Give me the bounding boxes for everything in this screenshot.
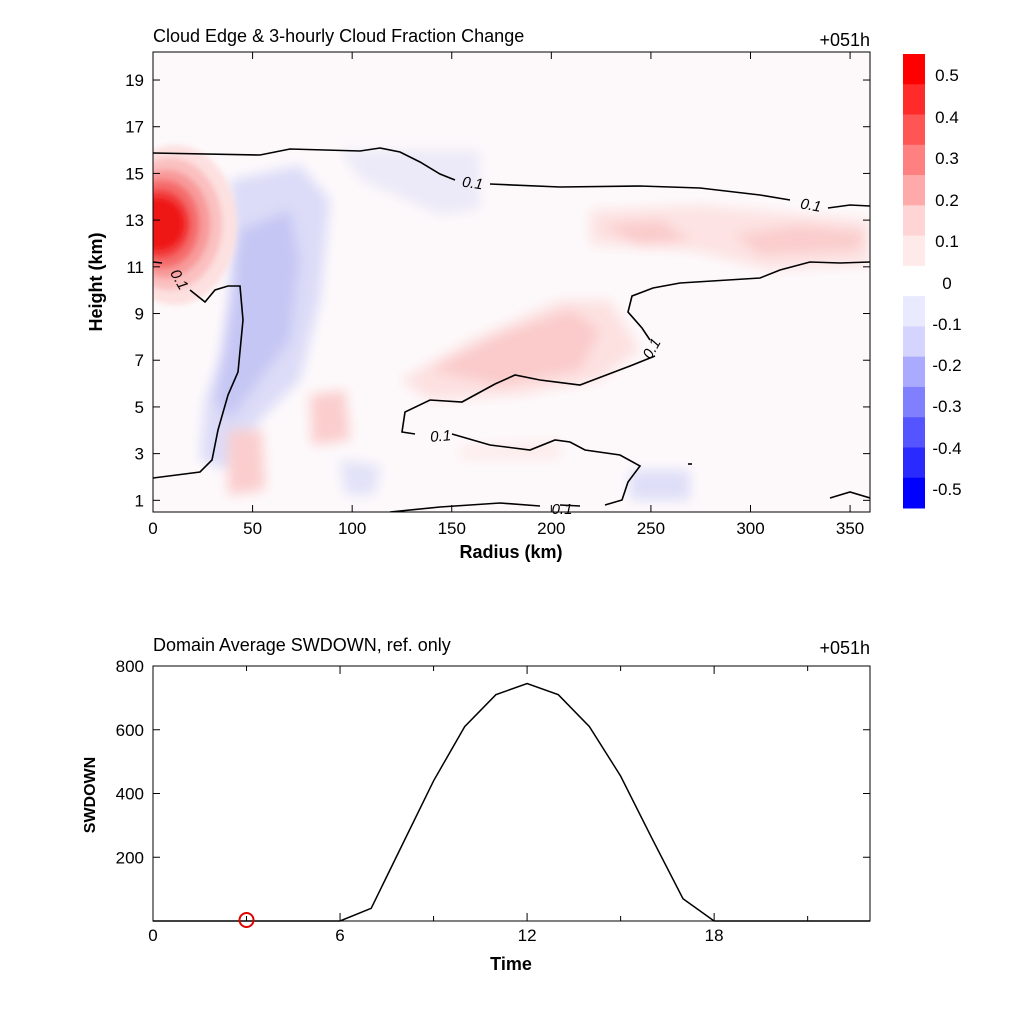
contour-line bbox=[153, 285, 244, 479]
colorbar-label: -0.3 bbox=[932, 397, 961, 416]
time-label: +051h bbox=[819, 638, 870, 658]
colorbar-swatch bbox=[903, 296, 925, 327]
y-tick-label: 17 bbox=[125, 118, 144, 137]
x-tick-label: 0 bbox=[148, 926, 157, 945]
y-tick-label: 9 bbox=[135, 305, 144, 324]
y-tick-label: 15 bbox=[125, 164, 144, 183]
x-tick-label: 18 bbox=[705, 926, 724, 945]
colorbar-label: 0.2 bbox=[935, 191, 959, 210]
y-tick-label: 3 bbox=[135, 445, 144, 464]
x-tick-label: 350 bbox=[836, 519, 864, 538]
colorbar-label: 0.3 bbox=[935, 149, 959, 168]
contour-line bbox=[489, 183, 791, 201]
y-tick-label: 200 bbox=[116, 848, 144, 867]
colorbar-swatch bbox=[903, 417, 925, 448]
colorbar-swatch bbox=[903, 386, 925, 418]
plot-frame bbox=[152, 51, 871, 513]
contour-line bbox=[829, 491, 870, 499]
data-series bbox=[153, 682, 870, 928]
colorbar-swatch bbox=[903, 235, 925, 267]
colorbar-label: -0.2 bbox=[932, 356, 961, 375]
contour-label: 0.1 bbox=[552, 501, 573, 518]
colorbar-label: 0.1 bbox=[935, 232, 959, 251]
colorbar-swatch bbox=[903, 114, 925, 146]
colorbar-swatch bbox=[903, 265, 925, 297]
x-axis-label: Radius (km) bbox=[459, 542, 562, 562]
colorbar-label: 0.4 bbox=[935, 108, 959, 127]
x-tick-label: 12 bbox=[518, 926, 537, 945]
y-axis-label: SWDOWN bbox=[82, 757, 99, 833]
colorbar-swatch bbox=[903, 54, 925, 85]
x-tick-label: 250 bbox=[637, 519, 665, 538]
cloud-fraction-field bbox=[153, 52, 870, 512]
contour-line bbox=[153, 261, 163, 264]
chart-title: Domain Average SWDOWN, ref. only bbox=[153, 635, 451, 655]
colorbar-label: -0.1 bbox=[932, 315, 961, 334]
colorbar: 0.5 0.4 0.3 0.2 0.1 0 -0.1 -0.2 -0.3 -0.4 -0.5 bbox=[903, 54, 962, 509]
y-tick-label: 600 bbox=[116, 721, 144, 740]
positive-change-region bbox=[228, 205, 870, 495]
x-tick-label: 50 bbox=[243, 519, 262, 538]
y-tick-label: 13 bbox=[125, 211, 144, 230]
colorbar-swatch bbox=[903, 477, 925, 509]
contour-line bbox=[827, 204, 870, 209]
contour-line bbox=[559, 504, 581, 507]
contour-line bbox=[389, 502, 541, 512]
x-tick-label: 200 bbox=[537, 519, 565, 538]
colorbar-swatch bbox=[903, 144, 925, 176]
contour-label: 0.1 bbox=[461, 174, 484, 194]
colorbar-label: -0.4 bbox=[932, 439, 961, 458]
cloud-fraction-panel: Cloud Edge & 3-hourly Cloud Fraction Cha… bbox=[86, 26, 962, 562]
y-tick-label: 1 bbox=[135, 491, 144, 510]
x-tick-label: 6 bbox=[335, 926, 344, 945]
contour-line bbox=[401, 355, 656, 435]
series-line bbox=[153, 682, 870, 922]
colorbar-label: 0.5 bbox=[935, 66, 959, 85]
swdown-panel: Domain Average SWDOWN, ref. only +051h 0… bbox=[82, 635, 871, 974]
x-tick-label: 150 bbox=[438, 519, 466, 538]
y-tick-label: 5 bbox=[135, 398, 144, 417]
colorbar-swatch bbox=[903, 205, 925, 237]
colorbar-swatch bbox=[903, 326, 925, 358]
contour-line bbox=[627, 261, 870, 341]
colorbar-label: -0.5 bbox=[932, 480, 961, 499]
positive-core bbox=[153, 145, 237, 305]
plot-frame bbox=[152, 665, 871, 922]
y-axis-label: Height (km) bbox=[86, 232, 106, 331]
contour-line bbox=[451, 433, 642, 506]
contour-line bbox=[153, 147, 456, 181]
colorbar-swatch bbox=[903, 175, 925, 206]
x-tick-label: 100 bbox=[338, 519, 366, 538]
colorbar-swatch bbox=[903, 447, 925, 479]
y-tick-label: 800 bbox=[116, 657, 144, 676]
colorbar-swatch bbox=[903, 84, 925, 116]
x-tick-label: 0 bbox=[148, 519, 157, 538]
colorbar-label: 0 bbox=[942, 274, 951, 293]
contour-lines bbox=[153, 147, 870, 512]
colorbar-swatch bbox=[903, 356, 925, 388]
contour-label: 0.1 bbox=[429, 427, 451, 446]
y-tick-label: 7 bbox=[135, 351, 144, 370]
x-axis-label: Time bbox=[490, 954, 532, 974]
x-axis-ticks: 0 6 12 18 bbox=[148, 666, 809, 945]
x-tick-label: 300 bbox=[736, 519, 764, 538]
time-label: +051h bbox=[819, 30, 870, 50]
y-tick-label: 400 bbox=[116, 785, 144, 804]
x-axis-ticks: 0 50 100 150 200 250 300 350 bbox=[148, 52, 864, 538]
contour-label: 0.1 bbox=[799, 195, 822, 215]
current-time-marker bbox=[238, 912, 255, 928]
y-tick-label: 19 bbox=[125, 71, 144, 90]
y-tick-label: 11 bbox=[126, 258, 144, 277]
y-axis-ticks: 200 400 600 800 bbox=[116, 657, 870, 867]
chart-title: Cloud Edge & 3-hourly Cloud Fraction Cha… bbox=[153, 26, 524, 46]
